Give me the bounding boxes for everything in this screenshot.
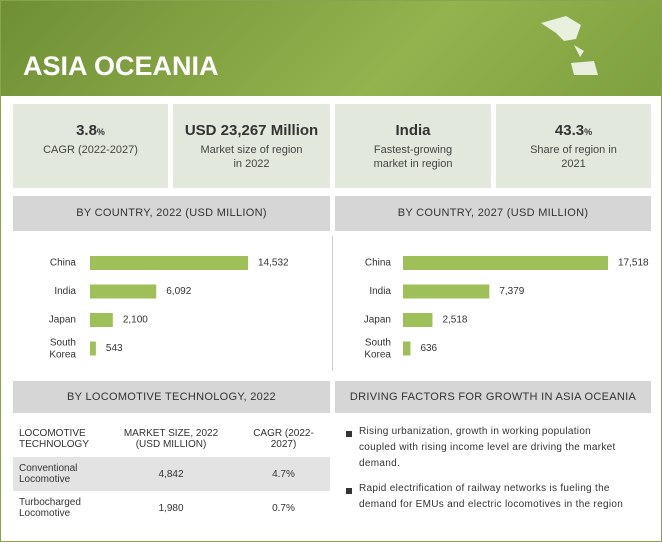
header-banner [1,1,661,96]
column-header: LOCOMOTIVE TECHNOLOGY [19,428,90,450]
cell: 0.7% [272,502,295,514]
kpi-unit: % [96,127,105,137]
bar [90,341,96,356]
bar [90,256,248,270]
title: ASIA OCEANIA [23,51,219,81]
bullet [346,488,352,494]
value-label: 14,532 [258,258,289,269]
kpi: 3.8% CAGR (2022-2027) [13,104,168,188]
cell: 4,842 [158,468,184,480]
kpi-label: Share of region in 2021 [530,144,617,170]
kpi-value: USD 23,267 Million [184,122,319,139]
category-label: Japan [49,315,76,326]
kpi: USD 23,267 Million Market size of region … [173,104,330,188]
kpi: India Fastest-growing market in region [335,104,491,188]
kpi-label: CAGR (2022-2027) [43,144,138,156]
driver-text: Rapid electrification of railway network… [359,483,624,510]
section-title: BY LOCOMOTIVE TECHNOLOGY, 2022 [13,381,330,413]
bar [403,313,433,327]
section-title: BY COUNTRY, 2022 (USD MILLION) [13,196,330,231]
table-row: Conventional Locomotive 4,842 4.7% [13,457,330,491]
cell: Conventional Locomotive [19,463,78,485]
column-header: CAGR (2022-2027) [253,428,314,450]
table: LOCOMOTIVE TECHNOLOGY MARKET SIZE, 2022 … [13,421,330,525]
value-label: 6,092 [166,286,191,297]
table-header: LOCOMOTIVE TECHNOLOGY MARKET SIZE, 2022 … [13,421,330,457]
kpi-value: 43.3 [554,122,585,139]
value-label: 2,100 [123,315,148,326]
cell: Turbocharged Locomotive [19,497,81,519]
column-header: MARKET SIZE, 2022 (USD MILLION) [123,428,219,450]
value-label: 2,518 [442,315,467,326]
bullet [346,431,352,437]
category-label: South Korea [364,337,391,360]
bar-chart: China 14,532 India 6,092 Japan 2,100 South Kore… [49,256,289,360]
category-label: China [365,258,392,269]
category-label: India [54,286,76,297]
section-title: BY COUNTRY, 2027 (USD MILLION) [335,196,651,231]
kpi-value: India [395,122,431,139]
kpi-unit: % [584,127,593,137]
bar [403,256,608,270]
category-label: South Korea [49,337,76,360]
table-row: Turbocharged Locomotive 1,980 0.7% [13,491,330,525]
map-icon [541,16,598,75]
value-label: 636 [420,343,437,354]
value-label: 543 [106,343,123,354]
value-label: 7,379 [499,286,524,297]
section-title: DRIVING FACTORS FOR GROWTH IN ASIA OCEAN… [335,381,651,413]
bar-chart: China 17,518 India 7,379 Japan 2,518 South Kore… [364,256,649,360]
divider [332,236,333,371]
bar [403,284,490,299]
bar [90,284,157,299]
cell: 4.7% [272,468,295,480]
kpi-label: Fastest-growing market in region [373,144,453,170]
bar [90,313,113,327]
value-label: 17,518 [618,258,649,269]
kpi-value: 3.8 [76,122,97,139]
kpi: 43.3% Share of region in 2021 [496,104,651,188]
bar [403,341,411,356]
cell: 1,980 [158,502,184,514]
driver-text: Rising urbanization, growth in working p… [359,426,616,469]
kpi-label: Market size of region in 2022 [200,144,303,170]
category-label: India [369,286,391,297]
category-label: China [50,258,77,269]
category-label: Japan [364,315,391,326]
